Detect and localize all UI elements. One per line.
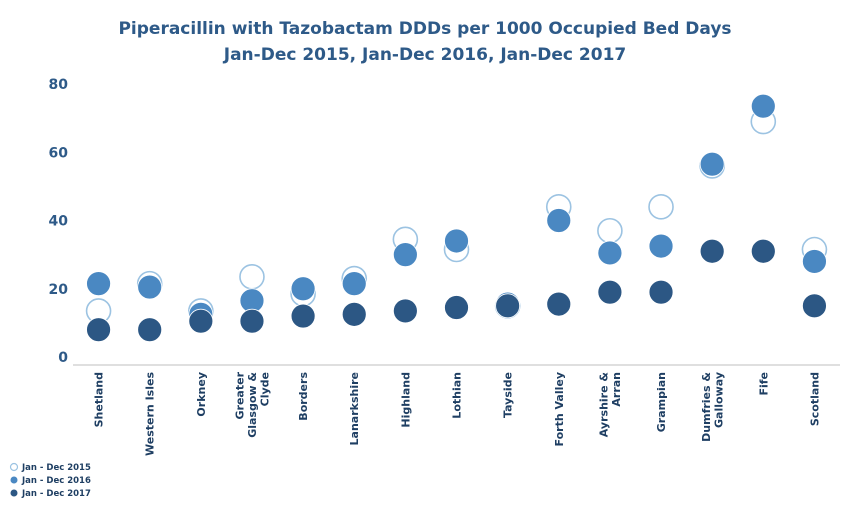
y-tick-label: 80 bbox=[49, 77, 69, 93]
legend-label: Jan - Dec 2016 bbox=[21, 476, 91, 486]
x-tick-label: Orkney bbox=[195, 372, 208, 417]
legend-marker bbox=[10, 476, 18, 484]
x-tick-label-line: Clyde bbox=[258, 372, 271, 406]
x-tick-label-line: Ayrshire & bbox=[598, 372, 611, 438]
x-tick-label: Grampian bbox=[655, 372, 668, 432]
x-tick-label-line: Lothian bbox=[451, 372, 464, 419]
data-point bbox=[444, 228, 469, 254]
x-tick-label: Scotland bbox=[808, 372, 821, 426]
x-tick-label: Western Isles bbox=[144, 372, 157, 456]
x-tick-label-line: Western Isles bbox=[144, 372, 157, 456]
x-tick-label-line: Galloway bbox=[712, 372, 725, 428]
legend-label: Jan - Dec 2017 bbox=[21, 489, 91, 499]
data-point bbox=[699, 238, 725, 264]
x-tick-label: Borders bbox=[297, 372, 310, 421]
x-tick-label-line: Tayside bbox=[502, 372, 515, 418]
data-point bbox=[648, 233, 674, 259]
y-axis: 0 20 40 60 80 bbox=[49, 77, 69, 366]
data-point bbox=[239, 308, 265, 334]
data-point bbox=[392, 298, 418, 324]
x-tick-label-line: Dumfries & bbox=[700, 372, 713, 442]
legend-marker bbox=[10, 489, 18, 497]
legend: Jan - Dec 2015 Jan - Dec 2016 Jan - Dec 20… bbox=[9, 462, 91, 499]
data-point bbox=[239, 264, 265, 290]
legend-marker bbox=[9, 462, 19, 472]
data-point bbox=[546, 291, 572, 317]
x-tick-label-line: Grampian bbox=[655, 372, 668, 432]
x-tick-label: Dumfries & Galloway bbox=[700, 372, 726, 442]
data-points bbox=[85, 93, 828, 343]
data-point bbox=[495, 293, 521, 319]
data-point bbox=[392, 242, 418, 268]
data-point bbox=[137, 274, 163, 300]
x-tick-label-line: Shetland bbox=[93, 372, 106, 427]
chart-title-line-1: Piperacillin with Tazobactam DDDs per 10… bbox=[118, 19, 731, 39]
x-tick-label-line: Highland bbox=[399, 372, 412, 428]
data-point bbox=[290, 276, 316, 302]
data-point bbox=[597, 217, 623, 244]
x-tick-label: Lothian bbox=[451, 372, 464, 419]
x-axis-tick-labels: Shetland Western Isles Orkney Greater Glasgo… bbox=[93, 371, 822, 456]
data-point bbox=[750, 93, 776, 119]
data-point bbox=[341, 301, 367, 327]
x-tick-label-line: Borders bbox=[297, 372, 310, 421]
data-point bbox=[546, 208, 572, 233]
legend-label: Jan - Dec 2015 bbox=[21, 463, 91, 473]
x-tick-label-line: Orkney bbox=[195, 372, 208, 417]
data-point bbox=[188, 308, 214, 334]
x-tick-label: Highland bbox=[399, 372, 412, 428]
y-tick-label: 20 bbox=[49, 282, 69, 298]
data-point bbox=[802, 249, 827, 274]
chart-title-line-2: Jan-Dec 2015, Jan-Dec 2016, Jan-Dec 2017 bbox=[223, 45, 626, 65]
x-tick-label: Fife bbox=[757, 372, 770, 396]
y-tick-label: 60 bbox=[49, 145, 69, 161]
data-point bbox=[341, 271, 367, 297]
x-tick-label-line: Scotland bbox=[808, 372, 821, 426]
data-point bbox=[802, 293, 827, 319]
data-point bbox=[444, 295, 469, 320]
data-point bbox=[597, 279, 623, 305]
x-tick-label: Greater Glasgow & Clyde bbox=[233, 371, 271, 437]
data-point bbox=[750, 238, 776, 264]
x-tick-label-line: Forth Valley bbox=[553, 372, 566, 446]
data-point bbox=[137, 317, 163, 343]
x-tick-label-line: Greater bbox=[233, 371, 246, 419]
x-tick-label-line: Glasgow & bbox=[246, 372, 259, 438]
x-tick-label: Shetland bbox=[93, 372, 106, 427]
data-point bbox=[648, 279, 674, 305]
x-tick-label-line: Arran bbox=[610, 372, 623, 407]
data-point bbox=[597, 240, 623, 266]
x-tick-label: Tayside bbox=[502, 372, 515, 418]
x-tick-label: Ayrshire & Arran bbox=[598, 372, 624, 438]
data-point bbox=[290, 303, 316, 329]
x-tick-label: Lanarkshire bbox=[348, 372, 361, 445]
y-tick-label: 0 bbox=[58, 350, 68, 366]
data-point bbox=[86, 271, 111, 297]
x-tick-label-line: Fife bbox=[757, 372, 770, 396]
chart-title: Piperacillin with Tazobactam DDDs per 10… bbox=[118, 19, 731, 65]
x-tick-label: Forth Valley bbox=[553, 372, 566, 446]
x-tick-label-line: Lanarkshire bbox=[348, 372, 361, 445]
data-point bbox=[86, 317, 111, 343]
data-point bbox=[648, 194, 674, 220]
y-tick-label: 40 bbox=[49, 214, 69, 230]
data-point bbox=[699, 151, 725, 177]
